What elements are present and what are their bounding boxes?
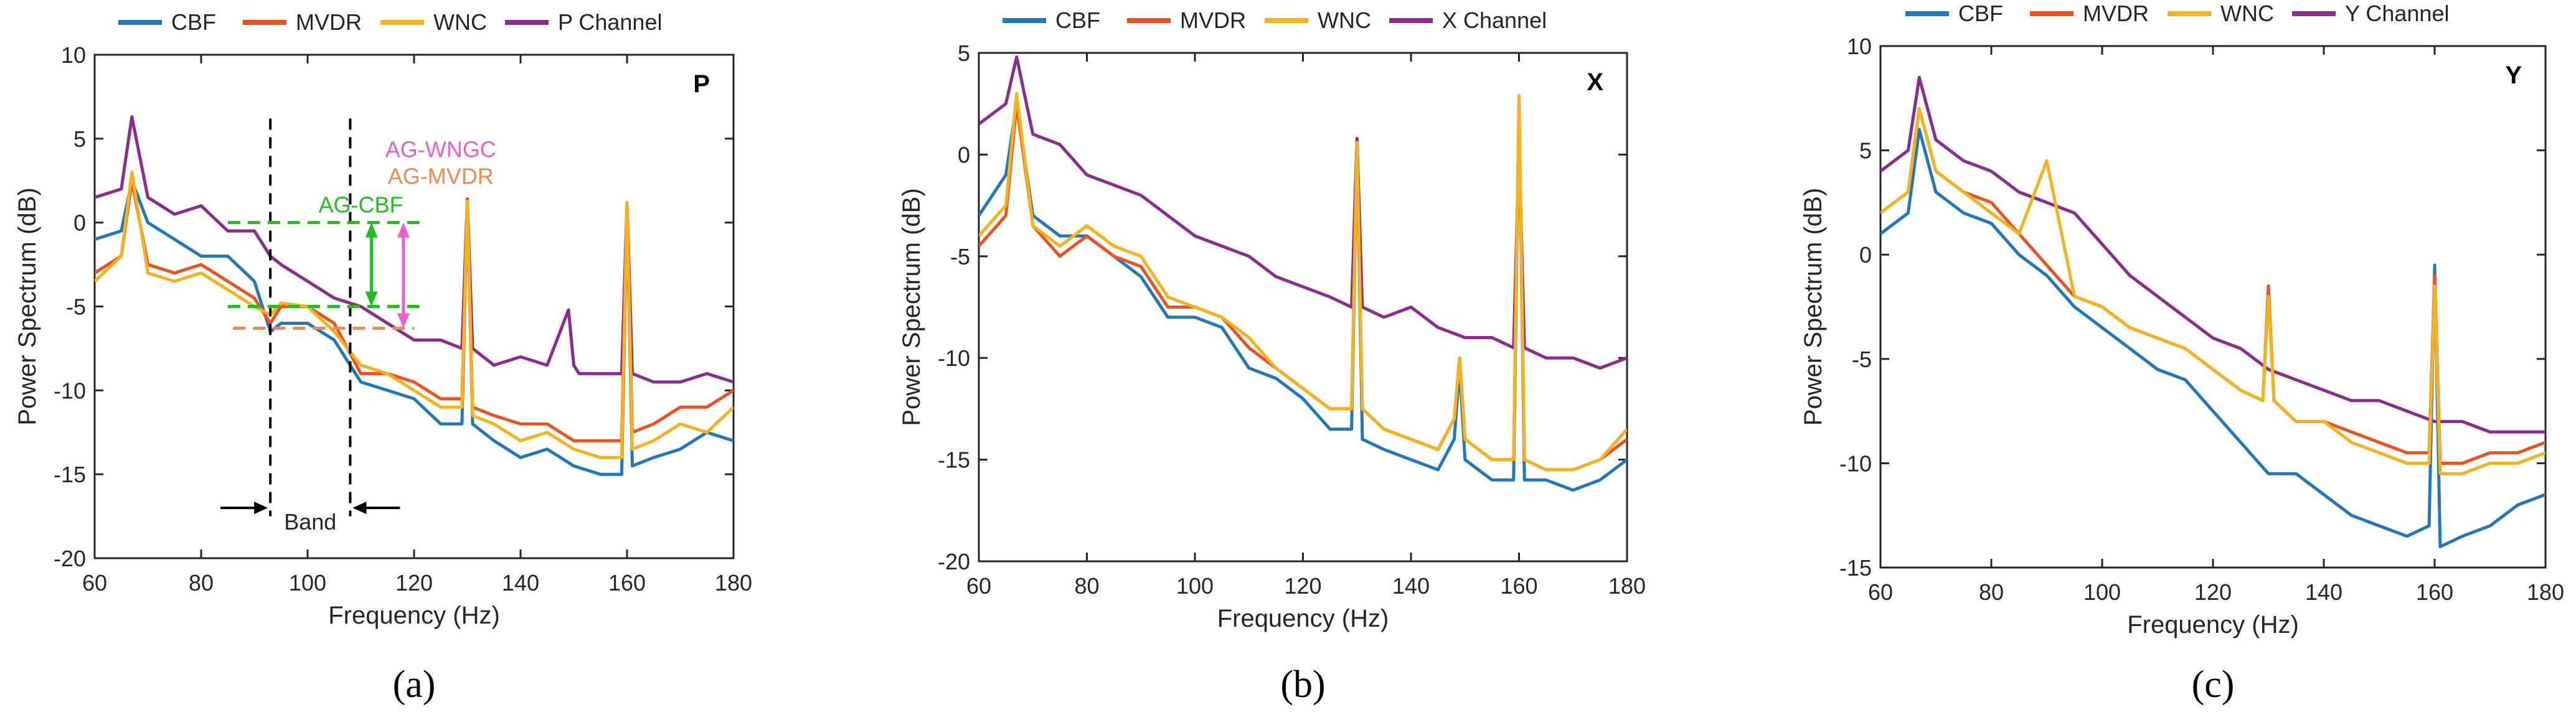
x-tick-label: 100: [1176, 573, 1214, 599]
legend-entry: CBF: [1958, 1, 2003, 26]
x-tick-label: 120: [2194, 579, 2232, 605]
y-tick-label: 5: [1859, 138, 1872, 164]
y-tick-label: 0: [1859, 242, 1872, 268]
panel-label: Y: [2505, 62, 2522, 89]
y-tick-label: -5: [950, 244, 970, 269]
y-tick-label: 10: [1847, 34, 1872, 59]
x-tick-label: 180: [2527, 579, 2564, 605]
x-tick-label: 160: [608, 570, 646, 596]
y-tick-label: -5: [1852, 347, 1872, 372]
legend-entry: MVDR: [2083, 1, 2149, 26]
x-tick-label: 80: [1979, 579, 2004, 605]
y-tick-label: 0: [958, 142, 970, 167]
y-tick-label: 10: [61, 42, 86, 68]
x-axis-label: Frequency (Hz): [1217, 605, 1389, 632]
x-tick-label: 60: [82, 570, 107, 596]
ag-wngc-label: AG-WNGC: [385, 136, 496, 162]
y-tick-label: -10: [938, 345, 970, 371]
band-label: Band: [284, 509, 336, 535]
x-tick-label: 120: [395, 570, 433, 596]
x-axis-label: Frequency (Hz): [328, 602, 500, 629]
ag-wngc-arrowhead: [397, 313, 410, 329]
plot-frame: [978, 52, 1628, 563]
panel-caption: (b): [1280, 663, 1325, 706]
y-tick-label: -5: [66, 294, 86, 320]
y-tick-label: -15: [54, 462, 86, 487]
series-line-wnc: [95, 171, 734, 459]
legend-entry: CBF: [171, 9, 216, 35]
panel-label: P: [693, 70, 710, 98]
ag-cbf-arrowhead: [365, 291, 378, 307]
y-tick-label: -10: [1839, 451, 1872, 476]
legend-entry: CBF: [1055, 7, 1100, 33]
band-arrowhead-right: [352, 502, 367, 515]
y-axis-label: Power Spectrum (dB): [1800, 188, 1827, 426]
x-tick-label: 100: [2083, 579, 2121, 605]
x-tick-label: 180: [1608, 573, 1646, 599]
band-arrowhead-left: [254, 502, 268, 515]
x-tick-label: 140: [1392, 573, 1430, 599]
panel-c: 60 80 100 120 140 160 180 -15 -10 -5 0 5 10 Frequency…: [1800, 1, 2564, 706]
x-tick-label: 80: [189, 570, 214, 596]
ag-wngc-arrowhead: [397, 222, 410, 238]
x-axis-label: Frequency (Hz): [2127, 611, 2299, 638]
x-tick-label: 100: [289, 570, 326, 596]
y-tick-label: -20: [938, 549, 970, 574]
series-line-wnc: [979, 91, 1627, 472]
x-tick-label: 140: [2305, 579, 2342, 605]
legend-entry: MVDR: [296, 9, 362, 35]
x-tick-label: 120: [1284, 573, 1321, 599]
legend-entry: Y Channel: [2345, 1, 2449, 26]
x-tick-label: 160: [1500, 573, 1537, 599]
legend-entry: P Channel: [558, 9, 662, 35]
y-axis-label: Power Spectrum (dB): [14, 187, 41, 425]
y-tick-label: -15: [938, 447, 970, 473]
legend-entry: X Channel: [1442, 7, 1547, 33]
x-tick-label: 80: [1074, 573, 1099, 599]
panel-label: X: [1587, 68, 1603, 96]
plot-frame: [1879, 45, 2547, 569]
panel-b: 60 80 100 120 140 160 180 -20 -15 -10 -5 0 5 Frequenc…: [898, 7, 1646, 706]
x-tick-label: 180: [715, 570, 752, 596]
panel-caption: (c): [2192, 663, 2235, 706]
y-axis-label: Power Spectrum (dB): [898, 188, 925, 426]
legend-entry: MVDR: [1180, 7, 1246, 33]
x-tick-label: 60: [966, 573, 991, 599]
y-tick-label: 0: [73, 210, 86, 236]
series-line-wnc: [1880, 107, 2545, 475]
legend-entry: WNC: [433, 9, 487, 35]
ag-mvdr-label: AG-MVDR: [388, 164, 494, 189]
legend-entry: WNC: [1318, 7, 1371, 33]
x-tick-label: 140: [502, 570, 539, 596]
ag-cbf-label: AG-CBF: [318, 192, 403, 217]
panel-a: 60 80 100 120 140 160 180 -20 -15 -10 -5 0 5 10 Freque…: [14, 9, 752, 706]
legend-entry: WNC: [2220, 1, 2274, 26]
panel-caption: (a): [393, 663, 436, 706]
ag-cbf-arrowhead: [365, 222, 378, 238]
y-tick-label: -10: [54, 378, 86, 403]
y-tick-label: 5: [73, 126, 86, 152]
y-tick-label: -15: [1839, 555, 1872, 581]
y-tick-label: 5: [958, 40, 970, 66]
x-tick-label: 60: [1868, 579, 1893, 605]
x-tick-label: 160: [2416, 579, 2453, 605]
y-tick-label: -20: [54, 546, 86, 571]
